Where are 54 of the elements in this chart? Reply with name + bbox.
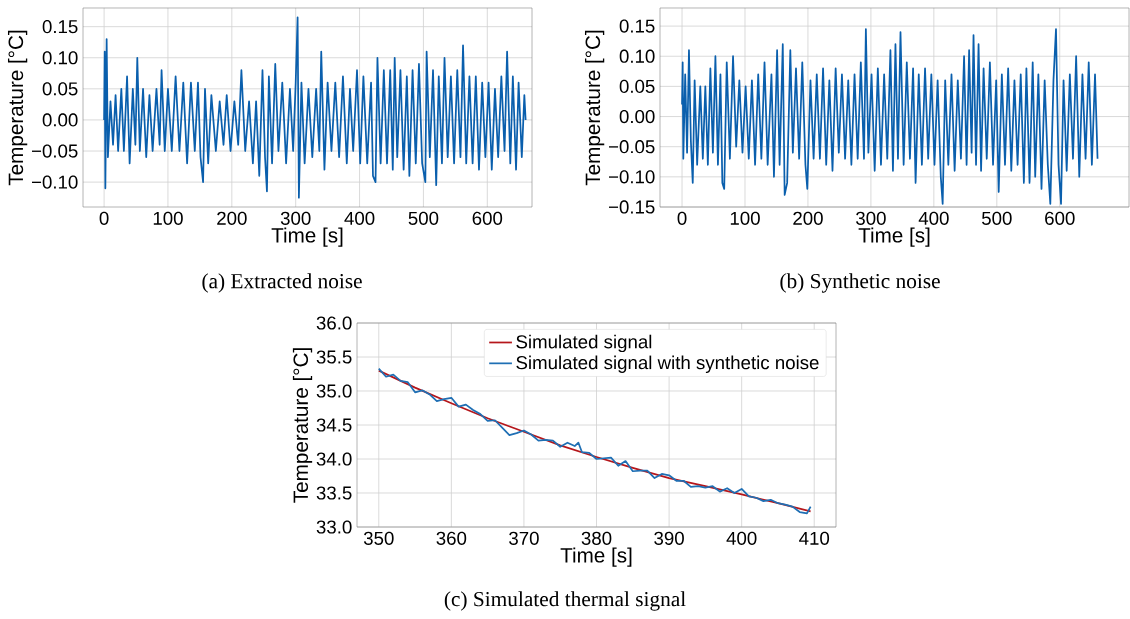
y-tick-label: 33.0 — [316, 520, 352, 534]
y-tick-label: 34.5 — [316, 418, 352, 432]
y-tick-label: 0.15 — [42, 20, 78, 34]
legend-label: Simulated signal — [516, 334, 652, 353]
y-tick-label: 33.5 — [316, 486, 352, 500]
y-tick-label: −0.15 — [608, 200, 655, 214]
x-axis-title: Time [s] — [858, 227, 930, 247]
x-tick-label: 200 — [217, 211, 247, 225]
y-tick-label: 0.10 — [42, 51, 78, 65]
x-tick-label: 400 — [344, 211, 375, 225]
y-tick-label: 35.5 — [316, 350, 352, 364]
y-tick-label: 0.10 — [619, 49, 655, 63]
x-tick-label: 500 — [408, 211, 439, 225]
y-axis-title: Temperature [°C] — [292, 348, 313, 503]
x-tick-label: 390 — [654, 531, 684, 545]
x-tick-label: 0 — [99, 211, 109, 225]
text: (c) Simulated thermal signal — [444, 591, 686, 611]
x-tick-label: 380 — [581, 531, 612, 545]
x-tick-label: 400 — [726, 531, 757, 545]
x-tick-label: 100 — [730, 211, 760, 225]
x-tick-label: 300 — [856, 211, 886, 225]
x-tick-label: 100 — [153, 211, 183, 225]
text: (a) Extracted noise — [202, 273, 362, 293]
x-axis-title: Time [s] — [271, 227, 343, 247]
x-tick-label: 410 — [799, 531, 830, 545]
x-tick-label: 360 — [436, 531, 467, 545]
x-tick-label: 350 — [363, 531, 394, 545]
y-tick-label: −0.05 — [608, 140, 655, 154]
x-tick-label: 400 — [918, 211, 949, 225]
x-tick-label: 600 — [472, 211, 503, 225]
y-tick-label: −0.10 — [608, 170, 655, 184]
line-series — [681, 28, 1099, 205]
x-tick-label: 600 — [1045, 211, 1075, 225]
y-tick-label: 0.00 — [42, 113, 78, 127]
line-series — [103, 16, 527, 199]
legend-label: Simulated signal with synthetic noise — [516, 355, 819, 373]
x-tick-label: 300 — [280, 211, 311, 225]
x-axis-title: Time [s] — [560, 547, 632, 567]
x-tick-label: 500 — [981, 211, 1012, 225]
y-tick-label: 0.00 — [619, 109, 655, 124]
text: (b) Synthetic noise — [780, 273, 940, 293]
y-axis-title: Temperature [°C] — [584, 30, 605, 186]
x-tick-label: 200 — [793, 211, 823, 225]
y-axis-title: Temperature [°C] — [7, 30, 28, 186]
x-tick-label: 0 — [677, 211, 687, 225]
y-tick-label: −0.05 — [31, 144, 78, 158]
y-tick-label: 35.0 — [316, 384, 352, 398]
y-tick-label: 0.05 — [42, 82, 78, 96]
y-tick-label: 0.15 — [619, 19, 655, 33]
y-tick-label: −0.10 — [31, 175, 78, 189]
y-tick-label: 0.05 — [619, 79, 655, 94]
y-tick-label: 36.0 — [316, 316, 352, 330]
y-tick-label: 34.0 — [316, 452, 352, 466]
x-tick-label: 370 — [509, 531, 539, 545]
